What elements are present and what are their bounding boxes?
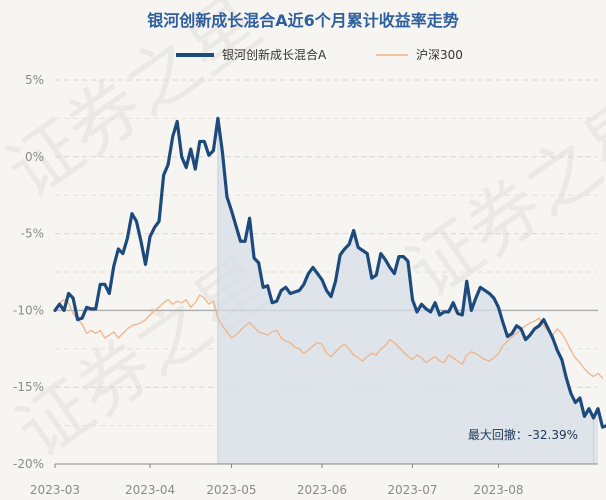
x-tick-label: 2023-08 bbox=[473, 483, 523, 497]
legend-label-index: 沪深300 bbox=[416, 48, 463, 62]
y-tick-label: -10% bbox=[13, 303, 44, 317]
watermark-text: 证券之星 bbox=[0, 0, 276, 214]
legend-label-fund: 银河创新成长混合A bbox=[222, 47, 327, 62]
watermark-text: 证券之星 bbox=[392, 80, 606, 314]
y-tick-label: -5% bbox=[21, 227, 44, 241]
legend: 银河创新成长混合A 沪深300 bbox=[176, 47, 463, 62]
series-line-index bbox=[54, 294, 604, 379]
x-tick-label: 2023-04 bbox=[125, 483, 175, 497]
x-tick-label: 2023-07 bbox=[387, 483, 437, 497]
y-tick-label: -20% bbox=[13, 457, 44, 471]
chart-title: 银河创新成长混合A近6个月累计收益率走势 bbox=[147, 11, 459, 30]
drawdown-shade-layer bbox=[217, 118, 598, 465]
x-tick-label: 2023-06 bbox=[297, 483, 347, 497]
y-tick-label: 5% bbox=[25, 73, 44, 87]
drawdown-area bbox=[217, 118, 598, 465]
y-tick-label: 0% bbox=[25, 150, 44, 164]
x-tick-label: 2023-03 bbox=[30, 483, 80, 497]
series-layer bbox=[53, 116, 606, 429]
axis-layer: 2023-03 2023-04 2023-05 2023-06 2023-07 2023-… bbox=[30, 463, 598, 497]
x-tick-label: 2023-05 bbox=[206, 483, 256, 497]
max-drawdown-label: 最大回撤：-32.39% bbox=[468, 427, 578, 442]
y-tick-label: -15% bbox=[13, 380, 44, 394]
series-line-fund bbox=[53, 116, 606, 429]
